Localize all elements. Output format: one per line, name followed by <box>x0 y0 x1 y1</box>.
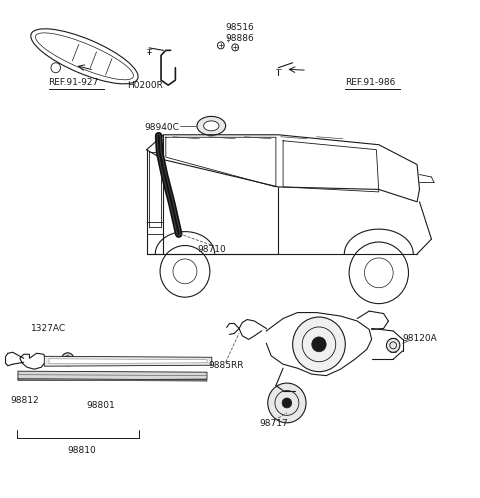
Text: 98810: 98810 <box>68 446 96 455</box>
Circle shape <box>64 356 71 363</box>
Ellipse shape <box>197 117 226 135</box>
Circle shape <box>282 398 292 408</box>
Text: 98516
98886: 98516 98886 <box>226 23 254 43</box>
Text: 98801: 98801 <box>87 401 116 410</box>
Text: 98120A: 98120A <box>403 334 437 343</box>
Text: REF.91-986: REF.91-986 <box>345 78 396 87</box>
Polygon shape <box>20 353 46 369</box>
Circle shape <box>268 383 306 423</box>
Circle shape <box>293 317 345 372</box>
Text: H0200R: H0200R <box>128 81 163 90</box>
Text: 9885RR: 9885RR <box>208 361 243 370</box>
Text: REF.91-927: REF.91-927 <box>48 78 99 87</box>
Text: 98940C: 98940C <box>144 123 179 132</box>
Circle shape <box>386 338 400 352</box>
Text: 1327AC: 1327AC <box>31 324 66 333</box>
Circle shape <box>312 337 326 352</box>
Ellipse shape <box>204 121 219 131</box>
Text: 98812: 98812 <box>10 396 39 405</box>
Text: 98717: 98717 <box>259 419 288 428</box>
Circle shape <box>61 353 74 366</box>
Text: 98710: 98710 <box>197 245 226 253</box>
